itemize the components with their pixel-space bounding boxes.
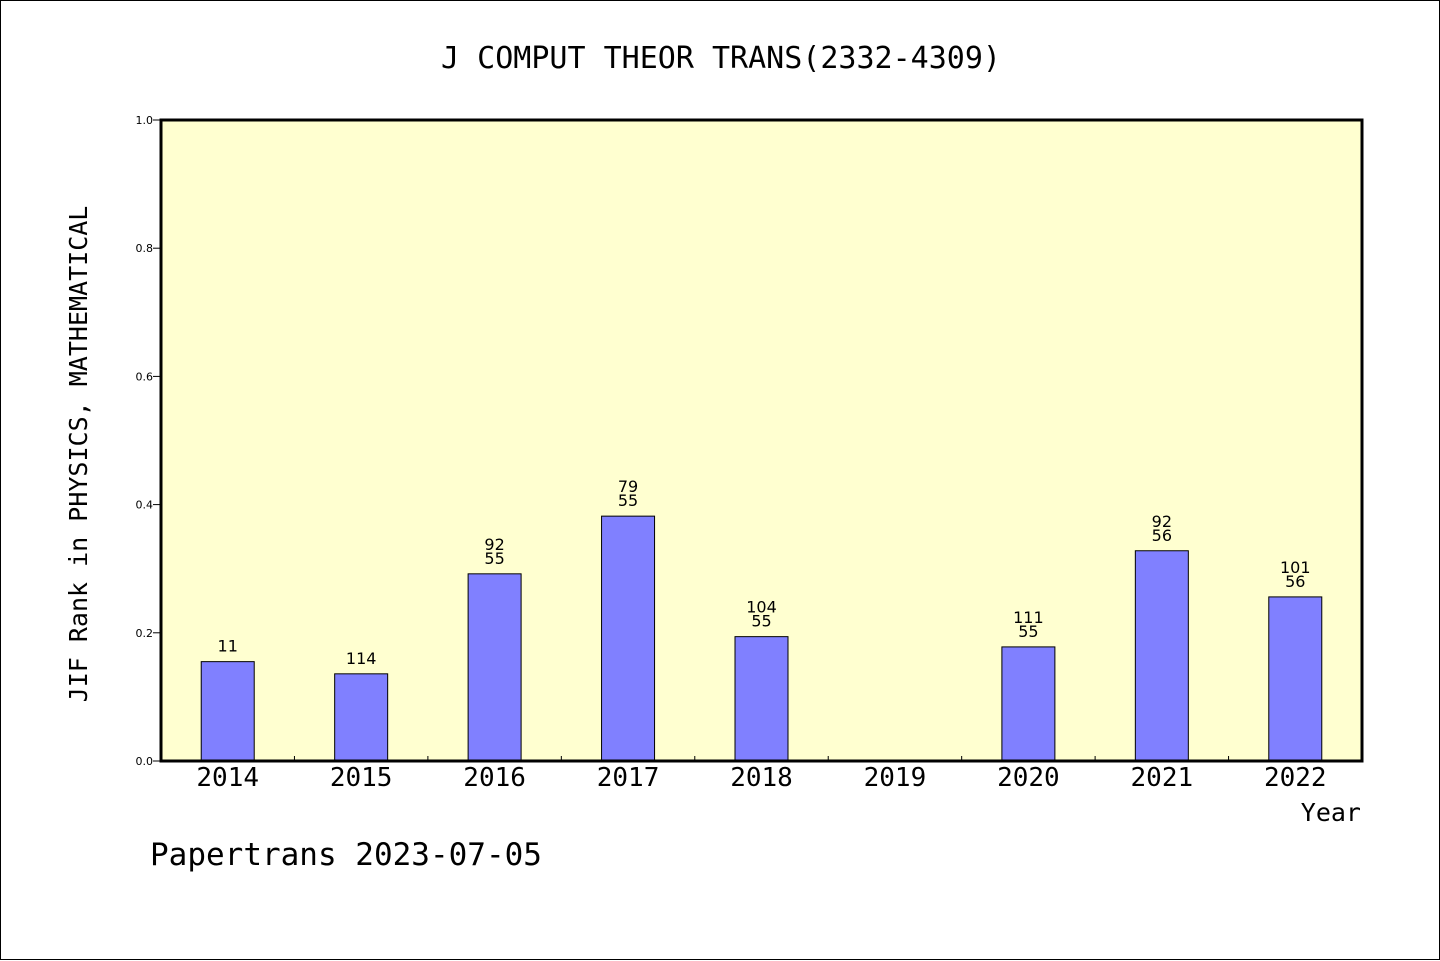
- bar-value-label: 79: [618, 477, 638, 496]
- bar-value-label: 55: [484, 549, 504, 568]
- bar-value-label: 56: [1285, 572, 1305, 591]
- x-tick-label: 2018: [730, 763, 793, 793]
- bar-value-label: 111: [1013, 608, 1044, 627]
- bar-value-label: 101: [1280, 558, 1311, 577]
- plot-border: [159, 118, 1364, 763]
- y-tick-label: 1.0: [136, 114, 154, 127]
- bar-2020: [1001, 646, 1056, 762]
- y-tick-label: 0.4: [136, 499, 154, 512]
- bar-value-label: 114: [346, 649, 377, 668]
- bar-value-label: 56: [1152, 526, 1172, 545]
- x-tick-label: 2021: [1131, 763, 1194, 793]
- y-tick-label: 0.8: [136, 242, 154, 255]
- y-axis-ticks: 0.0 0.2 0.4 0.6 0.8 1.0: [136, 114, 161, 768]
- x-tick-label: 2020: [997, 763, 1060, 793]
- x-tick-label: 2019: [864, 763, 927, 793]
- chart-title: J COMPUT THEOR TRANS(2332-4309): [441, 41, 1001, 76]
- x-tick-label: 2015: [330, 763, 393, 793]
- x-tick-label: 2016: [463, 763, 526, 793]
- bar-value-label: 55: [1018, 622, 1038, 641]
- bar-2015: [334, 673, 389, 762]
- bar-2018: [734, 636, 789, 762]
- bar-2017: [601, 515, 656, 762]
- bar-value-label: 11: [218, 637, 238, 656]
- x-tick-label: 2017: [597, 763, 660, 793]
- bar-value-label: 92: [1152, 512, 1172, 531]
- bar-value-label: 55: [618, 491, 638, 510]
- bar-value-label: 55: [751, 612, 771, 631]
- x-axis-label: Year: [1301, 798, 1361, 827]
- x-tick-label: 2014: [196, 763, 259, 793]
- x-axis-ticks: 2014 2015 2016 2017 2018 2019 2020 2021 2022: [196, 756, 1327, 793]
- bar-value-label: 104: [746, 598, 777, 617]
- bar-2021: [1134, 550, 1189, 762]
- bar-2022: [1268, 596, 1323, 762]
- bar-value-label: 92: [484, 535, 504, 554]
- footer-credit: Papertrans 2023-07-05: [150, 837, 542, 873]
- y-tick-label: 0.0: [136, 755, 154, 768]
- y-tick-label: 0.2: [136, 627, 154, 640]
- y-tick-label: 0.6: [136, 370, 154, 383]
- y-axis-label: JIF Rank in PHYSICS, MATHEMATICAL: [64, 206, 93, 703]
- bars-group: [200, 515, 1323, 762]
- x-tick-label: 2022: [1264, 763, 1327, 793]
- bar-2014: [200, 661, 255, 762]
- bar-2016: [467, 573, 522, 762]
